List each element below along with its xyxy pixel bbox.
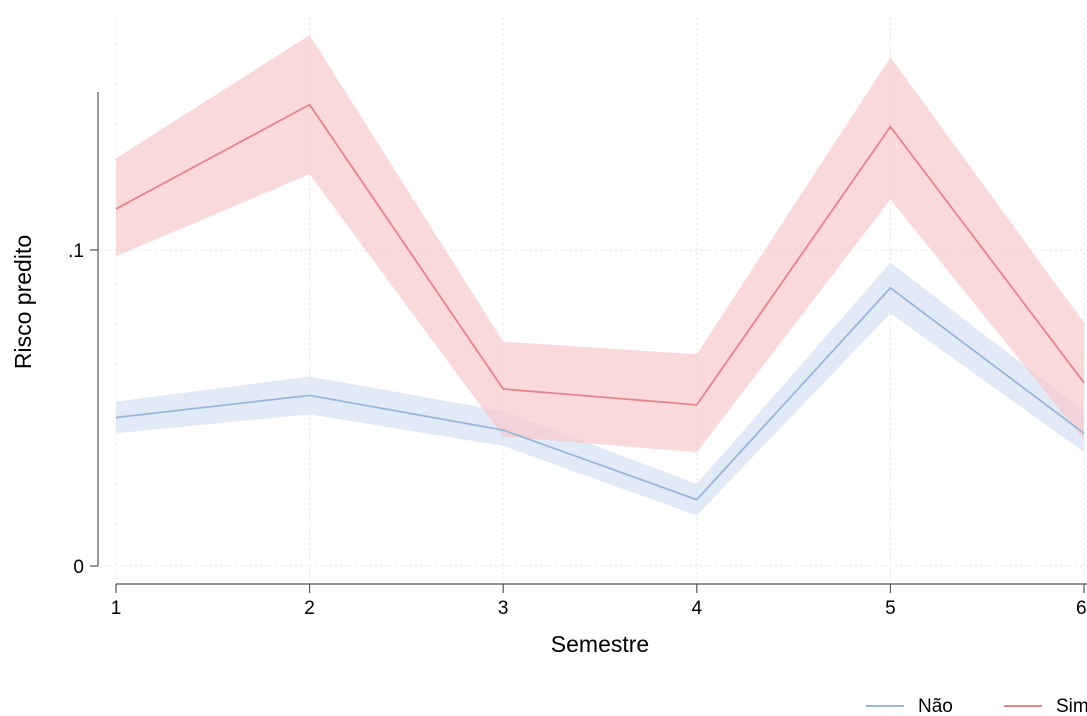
tick-labels: 1 2 3 4 5 6 0 .1 <box>68 241 1086 619</box>
x-tick-label-4: 4 <box>692 598 703 619</box>
x-axis-title: Semestre <box>551 631 649 657</box>
ci-band-2 <box>116 35 1084 453</box>
x-tick-label-6: 6 <box>1076 598 1087 619</box>
ci-band-1 <box>116 262 1084 516</box>
x-tick-label-2: 2 <box>304 598 315 619</box>
x-tick-label-5: 5 <box>885 598 896 619</box>
confidence-bands <box>116 35 1084 516</box>
x-tick-label-3: 3 <box>498 598 509 619</box>
legend-item-1: Não <box>866 696 953 716</box>
y-axis-title: Risco predito <box>10 235 36 369</box>
legend-label-1: Não <box>918 696 953 716</box>
axes <box>90 92 1087 593</box>
series-line-1 <box>115 286 1085 501</box>
series-lines <box>115 103 1085 501</box>
y-tick-label-0: 0 <box>73 557 84 578</box>
legend: Não Sim <box>866 696 1087 716</box>
series-line-2 <box>115 103 1085 406</box>
x-tick-label-1: 1 <box>111 598 122 619</box>
legend-label-2: Sim <box>1056 696 1087 716</box>
y-tick-label-.1: .1 <box>68 241 84 262</box>
legend-item-2: Sim <box>1004 696 1087 716</box>
